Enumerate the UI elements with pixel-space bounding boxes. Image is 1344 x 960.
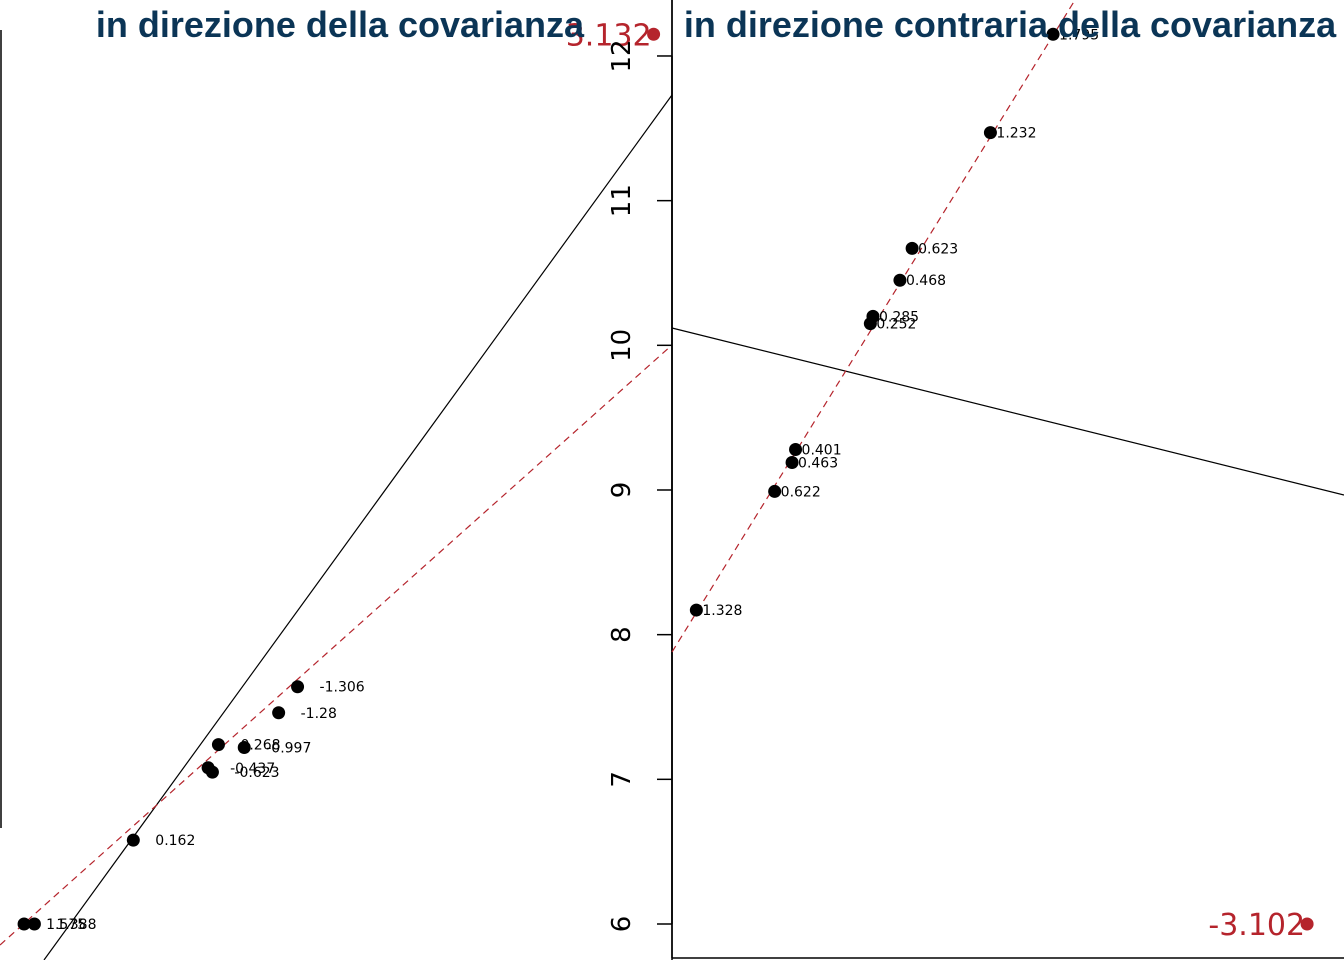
data-point	[126, 833, 140, 847]
data-point	[211, 738, 225, 752]
y-tick-label: 10	[607, 329, 637, 362]
point-label: 0.463	[798, 456, 838, 472]
point-label: 1.795	[1059, 27, 1099, 43]
highlight-label: -3.102	[1208, 908, 1305, 943]
data-point	[272, 706, 286, 720]
data-point	[768, 484, 782, 498]
left-panel-title: in direzione della covarianza	[96, 4, 585, 45]
right-regression-line	[671, 0, 1076, 653]
left-regression-line	[0, 344, 673, 946]
data-point	[1046, 27, 1060, 41]
data-point	[905, 241, 919, 255]
point-label: 1.232	[996, 126, 1036, 142]
data-point	[689, 603, 703, 617]
data-point	[866, 309, 880, 323]
point-label: 0.252	[876, 317, 916, 333]
data-point	[27, 917, 41, 931]
point-label: -1.28	[301, 706, 337, 722]
point-label: 0.401	[802, 442, 842, 458]
data-point	[291, 680, 305, 694]
y-tick-label: 11	[607, 184, 637, 217]
data-point	[785, 456, 799, 470]
data-point	[789, 442, 803, 456]
point-label: -0.997	[266, 741, 311, 757]
point-label: -0.437	[230, 761, 275, 777]
right-panel-y-axis: 6 7 8 9 10 11 12	[607, 0, 673, 958]
left-covariance-line	[43, 94, 673, 960]
data-point	[237, 741, 251, 755]
y-tick-label: 6	[607, 916, 637, 933]
y-tick-label: 8	[607, 626, 637, 643]
left-highlight-group: 3.132	[566, 18, 661, 53]
point-label: 0.268	[240, 738, 280, 754]
point-label: 1.388	[56, 917, 96, 933]
highlight-point	[647, 27, 661, 41]
point-label: 0.162	[155, 833, 195, 849]
data-point	[893, 273, 907, 287]
point-label: 1.328	[702, 603, 742, 619]
point-label: -0.623	[234, 765, 279, 781]
y-tick-label: 7	[607, 771, 637, 788]
point-label: 1.575	[46, 917, 86, 933]
point-label: 0.285	[879, 309, 919, 325]
right-covariance-line	[671, 327, 1344, 496]
right-highlight-group: -3.102	[1208, 908, 1314, 943]
right-panel-title: in direzione contraria della covarianza	[684, 4, 1337, 45]
y-tick-label: 9	[607, 482, 637, 499]
highlight-label: 3.132	[566, 18, 652, 53]
data-point	[983, 126, 997, 140]
data-point	[205, 765, 219, 779]
highlight-point	[1300, 917, 1314, 931]
data-point	[17, 917, 31, 931]
point-label: -1.306	[320, 680, 365, 696]
point-label: 0.623	[918, 241, 958, 257]
y-tick-label: 12	[607, 39, 637, 72]
point-label: 0.468	[906, 273, 946, 289]
point-label: 0.622	[781, 484, 821, 500]
